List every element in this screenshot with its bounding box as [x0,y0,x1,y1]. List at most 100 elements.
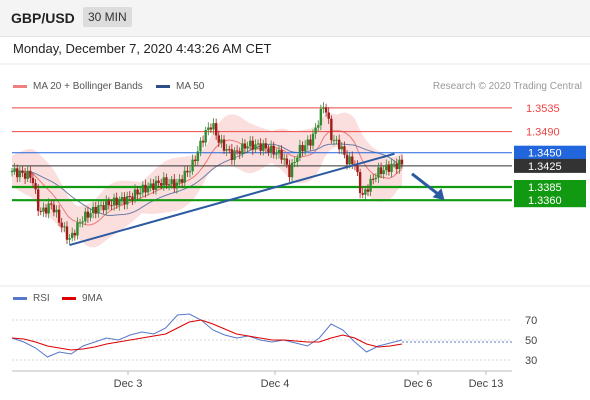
candle-body-6 [26,170,29,179]
candle-body-22 [68,238,71,240]
candle-body-23 [71,232,74,239]
candle-body-136 [366,189,370,192]
x-tick-label-1: Dec 4 [261,378,290,390]
candle-body-126 [340,146,343,150]
candle-body-14 [47,203,50,214]
candle-body-80 [220,139,223,143]
candle-body-27 [81,221,84,223]
candle-body-130 [351,156,354,165]
rsi-series-1 [11,319,403,351]
candle-body-8 [31,177,35,184]
rsi-tick-label-1: 50 [525,335,537,347]
candle-body-85 [233,150,236,160]
interval-badge[interactable]: 30 MIN [83,7,132,27]
bollinger-band [12,112,402,248]
rsi-tick-label-0: 70 [525,315,537,327]
candle-body-105 [285,158,289,165]
legend-ma50-label: MA 50 [176,81,205,92]
candle-body-82 [225,149,228,151]
candle-body-102 [277,149,281,154]
candle-body-103 [280,149,283,160]
candle-body-33 [97,205,100,214]
legend-9ma-label: 9MA [82,293,103,304]
candle-body-69 [191,159,194,172]
candle-body-113 [306,139,309,146]
candle-body-110 [298,144,302,158]
candle-body-91 [248,140,252,147]
candle-body-120 [324,107,328,113]
candle-body-71 [196,151,200,162]
level-tag-3 [514,158,586,173]
level-label-1: 1.3490 [526,127,560,139]
candle-body-107 [290,162,294,178]
level-label-5: 1.3360 [528,195,562,207]
candle-body-147 [395,163,398,170]
candle-body-118 [319,108,323,126]
ma20-line [11,130,403,226]
candle-body-57 [159,183,163,186]
candle-body-122 [330,118,333,141]
level-label-2: 1.3450 [528,148,562,160]
candle-body-61 [170,179,173,185]
ma20-swatch [13,85,27,88]
candle-body-11 [39,210,42,212]
candle-body-50 [141,184,145,193]
candle-body-141 [379,167,383,175]
candle-body-38 [110,205,113,207]
candle-body-42 [120,197,124,201]
candle-body-2 [16,168,19,178]
candle-body-115 [311,133,315,146]
candle-body-49 [139,192,142,195]
candle-body-16 [52,204,56,213]
candle-body-138 [372,178,375,180]
candle-body-73 [201,140,205,143]
candle-body-78 [214,123,218,136]
candle-body-28 [84,211,87,222]
legend-ma20-label: MA 20 + Bollinger Bands [33,81,143,92]
candle-body-124 [335,139,338,141]
credit-text: Research © 2020 Trading Central [432,81,582,92]
candle-body-76 [209,127,213,130]
candle-body-97 [264,143,268,149]
candle-body-9 [34,183,37,190]
candle-body-1 [13,168,16,172]
candle-body-119 [322,107,325,109]
candle-body-39 [112,197,116,206]
candle-body-7 [29,170,32,178]
candle-body-100 [272,145,275,155]
x-tick-label-2: Dec 6 [404,378,433,390]
candle-body-133 [358,172,362,194]
candle-body-37 [107,200,111,206]
candle-body-35 [102,205,105,211]
candle-body-13 [44,207,48,214]
candle-body-62 [173,179,176,189]
candle-body-31 [91,206,95,214]
candle-body-10 [36,189,40,211]
candle-body-4 [21,170,24,173]
candle-body-87 [238,151,241,154]
x-tick-label-0: Dec 3 [114,378,143,390]
candle-body-92 [251,140,255,150]
candle-body-140 [377,167,380,178]
candle-body-106 [288,164,291,178]
candle-body-127 [343,146,346,155]
symbol-title: GBP/USD [11,10,75,26]
candle-body-15 [50,203,53,205]
candle-body-135 [364,189,367,195]
candle-body-67 [186,170,189,173]
candle-body-29 [86,211,90,218]
candle-body-96 [262,143,265,151]
candle-body-66 [183,170,186,183]
candle-body-59 [165,177,168,186]
candle-body-142 [382,170,385,175]
candle-body-81 [222,139,226,151]
candle-body-121 [327,112,330,119]
candle-body-44 [125,196,129,205]
candle-body-77 [212,123,215,130]
candle-body-51 [144,184,147,193]
candle-body-72 [199,140,202,152]
candle-body-25 [76,222,79,236]
candle-body-75 [207,127,210,131]
top-bar: GBP/USD 30 MIN [0,0,590,37]
